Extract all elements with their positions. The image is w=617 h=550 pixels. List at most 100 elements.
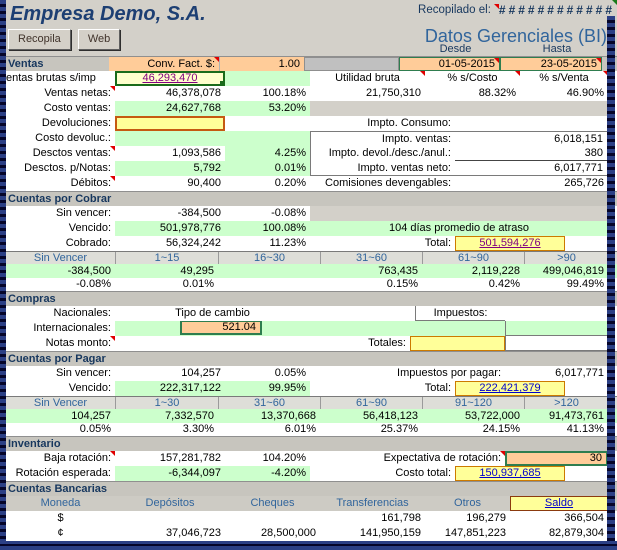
- moneda-header: Moneda: [40, 497, 81, 509]
- section-pagar: Cuentas por Pagar: [0, 351, 617, 366]
- section-bancarias: Cuentas Bancarias: [0, 481, 617, 496]
- impto-devol-label: Impto. devol./desc./anul.:: [328, 147, 451, 159]
- cobrar-vencido-label: Vencido:: [68, 222, 111, 234]
- impto-neto-value: 6,017,771: [554, 162, 603, 174]
- window-bottom-border: [0, 541, 617, 550]
- aging-value: 56,418,123: [362, 410, 418, 422]
- window-left-border: [0, 0, 6, 550]
- desctos-notas-label: Desctos. p/Notas:: [24, 162, 111, 174]
- aging-pct: 6.01%: [284, 423, 316, 435]
- rotacion-esperada-value: -6,344,097: [115, 466, 225, 481]
- web-button[interactable]: Web: [77, 29, 121, 50]
- row-desctos-notas: Desctos. p/Notas: 5,792 0.01% Impto. ven…: [0, 161, 617, 176]
- aging-value: 2,119,228: [471, 265, 520, 277]
- aging-value: 763,435: [378, 265, 418, 277]
- aging-col-header: >120: [524, 397, 608, 409]
- section-compras: Compras: [0, 291, 617, 306]
- conv-fact-label: Conv. Fact. $:: [109, 57, 219, 71]
- impto-box-row3: Impto. ventas neto: 6,017,771: [310, 161, 608, 176]
- otros-value: 196,279: [466, 512, 506, 524]
- utilidad-bruta-header: Utilidad bruta: [310, 71, 425, 86]
- pagar-total-value-link[interactable]: 222,421,379: [455, 381, 565, 396]
- desctos-notas-pct: 0.01%: [225, 161, 310, 176]
- aging-value: [218, 264, 320, 278]
- costo-total-value-link[interactable]: 150,937,685: [455, 466, 565, 481]
- aging-pct: 0.42%: [488, 278, 520, 290]
- row-ventas-brutas: entas brutas s/imp 46,293,470 Utilidad b…: [0, 71, 617, 86]
- tipo-cambio-value[interactable]: 521.04: [180, 321, 262, 335]
- costo-ventas-value: 24,627,768: [115, 101, 225, 116]
- pagar-sin-vencer-value: 104,257: [181, 367, 221, 379]
- moneda-symbol: $: [57, 512, 64, 524]
- aging-col-header: 31~60: [320, 252, 422, 264]
- tipo-cambio-label: Tipo de cambio: [175, 307, 250, 319]
- empty-green-cell: [225, 71, 310, 86]
- cobrar-total-label: Total:: [424, 237, 451, 249]
- row-devoluciones: Devoluciones: Impto. Consumo:: [0, 116, 617, 131]
- costo-ventas-pct: 53.20%: [225, 101, 310, 116]
- empty-cell: [565, 381, 608, 396]
- saldo-header-link[interactable]: Saldo: [510, 496, 608, 511]
- row-internacionales: Internacionales: 521.04: [0, 321, 617, 336]
- ventas-brutas-value-link[interactable]: 46,293,470: [115, 71, 225, 86]
- cobrar-vencido-value: 501,978,776: [115, 221, 225, 236]
- bancarias-section-title: Cuentas Bancarias: [8, 483, 108, 495]
- row-baja-rotacion: Baja rotación: 157,281,782 104.20% Expec…: [0, 451, 617, 466]
- inventario-section-title: Inventario: [8, 438, 61, 450]
- impto-ventas-value: 6,018,151: [554, 133, 603, 145]
- row-cobrar-vencido: Vencido: 501,978,776 100.08% 104 días pr…: [0, 221, 617, 236]
- utilidad-bruta-value: 21,750,310: [365, 87, 421, 99]
- ventas-netas-pct: 100.18%: [262, 87, 306, 99]
- aging-col-header: 91~120: [422, 397, 524, 409]
- impuestos-value-cell: [505, 321, 608, 336]
- pagar-total-label: Total:: [424, 382, 451, 394]
- recopilado-line: Recopilado el: ############: [418, 3, 615, 17]
- impto-box-row2: Impto. devol./desc./anul.: 380: [310, 146, 608, 161]
- totales-input[interactable]: [410, 336, 505, 351]
- aging-pct: 25.37%: [380, 423, 418, 435]
- depositos-header: Depósitos: [145, 497, 195, 509]
- aging-col-header: 61~90: [320, 397, 422, 409]
- aging-col-header: 31~60: [218, 397, 320, 409]
- moneda-symbol: ¢: [57, 527, 64, 539]
- pct-sventa-header: % s/Venta: [520, 71, 608, 86]
- section-cobrar: Cuentas por Cobrar: [0, 191, 617, 206]
- aging-pct: 99.49%: [566, 278, 604, 290]
- saldo-value: 82,879,304: [548, 527, 604, 539]
- hasta-date-value[interactable]: 23-05-2015: [500, 57, 602, 71]
- recopilado-label: Recopilado el:: [418, 4, 499, 16]
- empty-cell: [565, 466, 608, 481]
- recopila-button[interactable]: Recopila: [8, 29, 71, 50]
- aging-col-header: 16~30: [218, 252, 320, 264]
- page-title: Datos Gerenciales (BI): [424, 26, 607, 46]
- row-costo-ventas: Costo ventas: 24,627,768 53.20%: [0, 101, 617, 116]
- desde-date-value[interactable]: 01-05-2015: [399, 57, 500, 71]
- impto-consumo-value: [455, 116, 608, 131]
- conv-fact-value[interactable]: 1.00: [219, 57, 304, 71]
- otros-value: 147,851,223: [444, 527, 506, 539]
- row-pagar-sin-vencer: Sin vencer: 104,257 0.05% Impuestos por …: [0, 366, 617, 381]
- empty-cell: [115, 336, 225, 351]
- desctos-ventas-value: 1,093,586: [172, 147, 221, 159]
- desctos-notas-value: 5,792: [115, 161, 225, 176]
- cobrar-total-value-link[interactable]: 501,594,276: [455, 236, 565, 251]
- tipo-cambio-cell: 521.04: [115, 321, 310, 336]
- aging-value: -384,500: [67, 265, 111, 277]
- totales-label: Totales:: [368, 337, 406, 349]
- rotacion-esperada-label: Rotación esperada:: [15, 467, 111, 479]
- ventas-section-title: Ventas: [8, 58, 44, 70]
- empty-cell: [225, 116, 310, 131]
- aging-value: 91,473,761: [548, 410, 604, 422]
- aging-value: 13,370,668: [260, 410, 316, 422]
- row-rotacion-esperada: Rotación esperada: -6,344,097 -4.20% Cos…: [0, 466, 617, 481]
- impto-consumo-label: Impto. Consumo:: [367, 117, 451, 129]
- impuestos-label: Impuestos:: [415, 306, 505, 321]
- baja-rotacion-label: Baja rotación:: [6, 451, 115, 466]
- company-title: Empresa Demo, S.A.: [10, 3, 206, 25]
- aging-pct: 41.13%: [566, 423, 604, 435]
- aging-pct: 24.15%: [482, 423, 520, 435]
- expectativa-value[interactable]: 30: [505, 451, 608, 466]
- pagar-sin-vencer-label: Sin vencer:: [55, 367, 111, 379]
- window-right-border: [607, 16, 615, 542]
- devoluciones-input[interactable]: [115, 116, 225, 131]
